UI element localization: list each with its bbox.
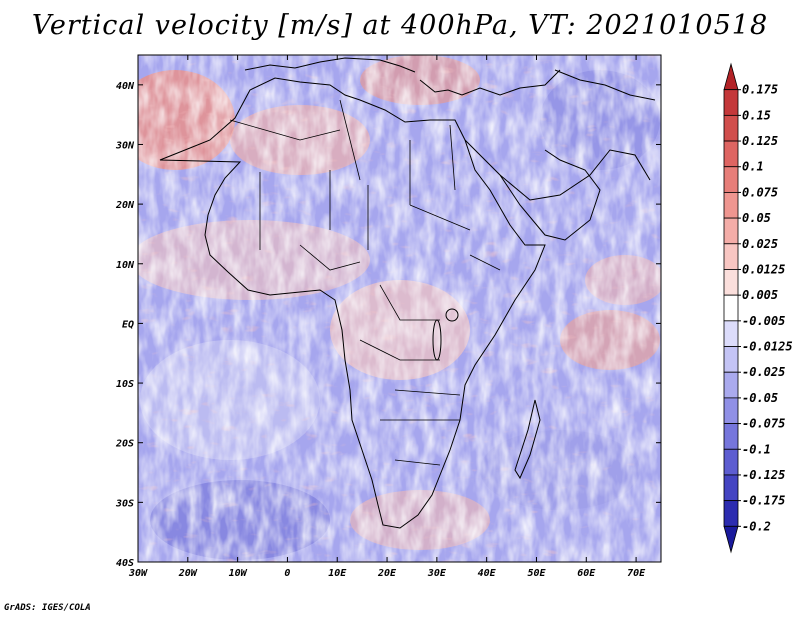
colorbar-label: -0.2: [742, 519, 771, 533]
lat-tick-label: 20N: [115, 200, 135, 211]
colorbar-cell: [723, 269, 739, 296]
colorbar-cell: [723, 346, 739, 373]
lon-tick-label: 0: [284, 568, 290, 579]
colorbar-cell: [723, 371, 739, 399]
colorbar-label: 0.025: [742, 237, 778, 251]
longitude-axis: 30W 20W 10W 0 10E 20E 30E 40E 50E 60E 70E: [128, 55, 646, 579]
colorbar-cell: [723, 474, 739, 502]
lon-tick-label: 10E: [328, 568, 347, 579]
colorbar-label: 0.125: [742, 134, 778, 148]
colorbar-label: -0.175: [742, 494, 785, 508]
lon-tick-label: 60E: [577, 568, 596, 579]
lat-tick-label: EQ: [122, 319, 134, 330]
colorbar-label: -0.075: [742, 417, 785, 431]
colorbar-label: 0.175: [742, 83, 778, 97]
colorbar-label: -0.005: [742, 314, 785, 328]
colorbar-label: 0.15: [742, 108, 771, 122]
velocity-field: [138, 55, 661, 562]
colorbar-label: 0.0125: [742, 262, 785, 276]
colorbar-label: 0.005: [742, 288, 778, 302]
colorbar-label: -0.1: [742, 442, 771, 456]
lon-tick-label: 20E: [377, 568, 397, 579]
colorbar-label: -0.0125: [742, 340, 793, 354]
colorbar-label: 0.075: [742, 185, 778, 199]
chart-title: Vertical velocity [m/s] at 400hPa, VT: 2…: [31, 10, 769, 41]
lat-tick-label: 30S: [115, 498, 134, 509]
colorbar-label: -0.125: [742, 468, 785, 482]
colorbar: 0.175 0.15 0.125 0.1 0.075 0.05 0.025 0.0125 0.0…: [723, 62, 793, 554]
colorbar-cell: [723, 397, 739, 424]
colorbar-arrow-top: [723, 62, 739, 91]
lat-tick-label: 30N: [115, 140, 135, 151]
colorbar-cell: [723, 140, 739, 168]
lon-tick-label: 30W: [128, 568, 148, 579]
country-borders: [229, 99, 501, 466]
credit-label: GrADS: IGES/COLA: [4, 603, 91, 613]
lat-tick-label: 40N: [116, 81, 135, 92]
lat-tick-label: 20S: [115, 439, 134, 450]
colorbar-cell: [723, 448, 739, 476]
colorbar-cell: [723, 423, 739, 450]
colorbar-cell: [723, 192, 739, 219]
lon-tick-label: 20W: [178, 568, 198, 579]
colorbar-cell: [723, 500, 739, 527]
lat-tick-label: 40S: [116, 558, 134, 569]
colorbar-label: 0.1: [742, 160, 764, 174]
latitude-axis: 40N 30N 20N 10N EQ 10S 20S 30S 40S: [115, 81, 661, 569]
lat-tick-label: 10S: [116, 379, 134, 390]
colorbar-cell: [723, 89, 739, 116]
coastlines: [159, 57, 656, 529]
colorbar-cell: [723, 166, 739, 193]
lon-tick-label: 30E: [427, 568, 447, 579]
lon-tick-label: 70E: [627, 568, 646, 579]
colorbar-label: -0.025: [742, 365, 785, 379]
lat-tick-label: 10N: [116, 260, 135, 271]
colorbar-label: -0.05: [742, 391, 778, 405]
colorbar-label: 0.05: [742, 211, 771, 225]
colorbar-cell: [723, 114, 739, 142]
colorbar-cell: [723, 243, 739, 270]
colorbar-arrow-bottom: [723, 525, 739, 554]
lon-tick-label: 10W: [229, 568, 248, 579]
colorbar-cell: [723, 294, 739, 322]
plot-frame: [137, 54, 662, 563]
colorbar-cell: [723, 320, 739, 347]
lon-tick-label: 40E: [478, 568, 497, 579]
lon-tick-label: 50E: [527, 568, 546, 579]
colorbar-cell: [723, 217, 739, 245]
